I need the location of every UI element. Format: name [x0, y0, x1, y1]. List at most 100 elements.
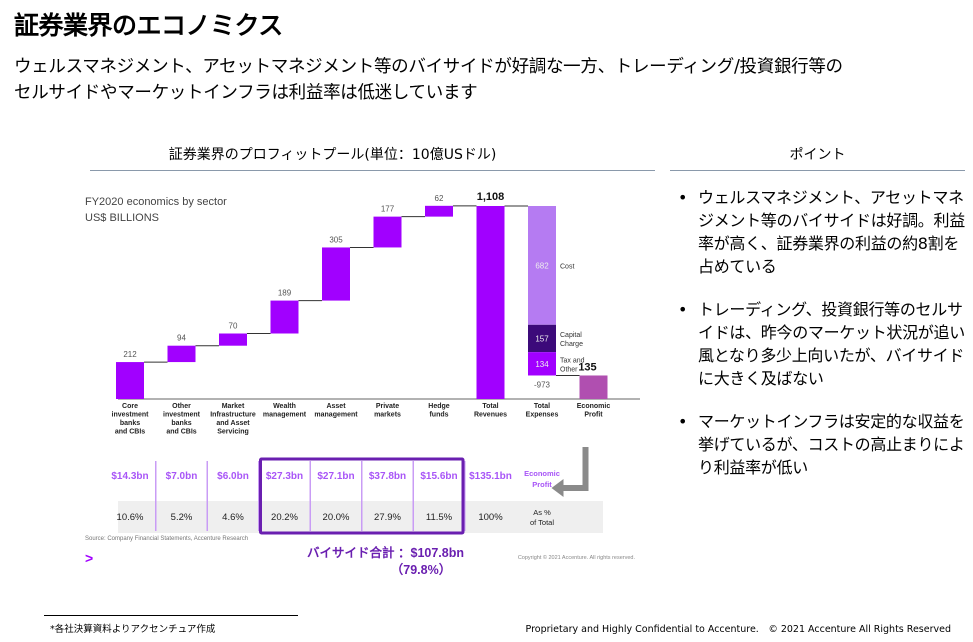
- expense-segment-name: Other: [560, 366, 578, 373]
- revenue-bar-label: 94: [177, 334, 186, 343]
- chart-source: Source: Company Financial Statements, Ac…: [85, 536, 248, 542]
- category-label: Private: [376, 403, 399, 410]
- revenue-bar: [322, 247, 350, 301]
- expense-segment-name: Tax and: [560, 357, 585, 364]
- total-revenues-label: 1,108: [477, 191, 505, 203]
- expense-bar-segment: [528, 324, 556, 353]
- expense-segment-value: 682: [535, 261, 549, 270]
- points-heading-divider: [670, 170, 965, 171]
- revenue-bar-label: 70: [229, 322, 238, 331]
- category-label: Hedge: [428, 403, 450, 410]
- category-label: Total: [534, 403, 550, 410]
- point-text: トレーディング、投資銀行等のセルサイドは、昨今のマーケット状況が追い風となり多少…: [698, 300, 965, 388]
- points-list: • ウェルスマネジメント、アセットマネジメント等のバイサイドは好調。利益率が高く、…: [678, 186, 968, 499]
- expense-segment-value: 157: [535, 334, 549, 343]
- point-item: • ウェルスマネジメント、アセットマネジメント等のバイサイドは好調。利益率が高く、…: [678, 186, 968, 278]
- revenue-bar: [270, 300, 299, 334]
- category-label: Wealth: [273, 403, 296, 410]
- category-label: and Asset: [216, 420, 250, 427]
- buy-side-highlight-box: [259, 457, 465, 535]
- sector-share-of-total: 100%: [478, 512, 503, 523]
- sector-economic-profit: $15.6bn: [420, 471, 457, 482]
- profit-pool-waterfall-chart: FY2020 economics by sector US$ BILLIONS 21…: [85, 191, 640, 577]
- revenue-bar: [219, 333, 247, 346]
- point-item: • トレーディング、投資銀行等のセルサイドは、昨今のマーケット状況が追い風となり多…: [678, 298, 968, 390]
- chart-heading: 証券業界のプロフィットプール(単位：10億USドル): [168, 147, 497, 163]
- economic-profit-row-label: Profit: [532, 480, 552, 489]
- sector-share-of-total: 10.6%: [117, 512, 144, 523]
- footnote-divider: [44, 615, 298, 616]
- category-label: management: [314, 412, 358, 419]
- chart-inner-copyright: Copyright © 2021 Accenture. All rights r…: [518, 554, 636, 561]
- subtitle-line-2: セルサイドやマーケットインフラは利益率は低迷しています: [14, 83, 478, 103]
- category-label: Total: [482, 403, 498, 410]
- economic-profit-label: 135: [578, 361, 596, 373]
- sector-economic-profit: $27.1bn: [317, 471, 354, 482]
- economic-profit-bar: [579, 375, 608, 399]
- bullet-icon: •: [678, 188, 688, 207]
- sector-economic-profit: $7.0bn: [166, 471, 198, 482]
- category-label: Other: [172, 403, 191, 410]
- category-label: and CBIs: [166, 429, 196, 436]
- category-label: Profit: [584, 412, 603, 419]
- expense-segment-name: Cost: [560, 263, 574, 270]
- category-label: Market: [222, 403, 245, 410]
- copyright-notice: Proprietary and Highly Confidential to A…: [525, 624, 951, 635]
- revenue-bar-label: 212: [123, 350, 137, 359]
- sector-share-of-total: 27.9%: [374, 512, 401, 523]
- category-label: Servicing: [217, 429, 249, 436]
- category-label: and CBIs: [115, 429, 145, 436]
- sector-economic-profit: $135.1bn: [469, 471, 512, 482]
- page-subtitle: ウェルスマネジメント、アセットマネジメント等のバイサイドが好調な一方、トレーディ…: [14, 54, 843, 106]
- category-label: Economic: [577, 403, 611, 410]
- chart-title: FY2020 economics by sector: [85, 196, 227, 208]
- category-label: banks: [171, 420, 191, 427]
- category-label: management: [263, 412, 307, 419]
- point-text: ウェルスマネジメント、アセットマネジメント等のバイサイドは好調。利益率が高く、証…: [698, 188, 965, 276]
- category-label: investment: [112, 412, 150, 419]
- point-text: マーケットインフラは安定的な収益を挙げているが、コストの高止まりにより利益率が低…: [698, 412, 965, 477]
- point-item: • マーケットインフラは安定的な収益を挙げているが、コストの高止まりにより利益率が…: [678, 410, 968, 479]
- category-label: Expenses: [526, 412, 559, 419]
- revenue-bar: [425, 205, 453, 217]
- share-row-label: As %: [533, 508, 551, 517]
- footnote: *各社決算資料よりアクセンチュア作成: [50, 624, 216, 635]
- category-label: Revenues: [474, 412, 507, 419]
- sector-share-of-total: 20.0%: [323, 512, 350, 523]
- total-revenues-bar: [476, 206, 505, 399]
- points-heading: ポイント: [789, 147, 846, 163]
- expense-segment-value: 134: [535, 360, 549, 369]
- revenue-bar: [116, 362, 144, 399]
- arrow-head-icon: [551, 479, 564, 497]
- expense-bar-segment: [528, 352, 556, 376]
- category-label: Infrastructure: [210, 412, 256, 419]
- category-label: banks: [120, 420, 140, 427]
- accenture-logo-icon: >: [85, 550, 93, 566]
- sector-economic-profit: $6.0bn: [217, 471, 249, 482]
- sector-share-of-total: 11.5%: [426, 512, 453, 523]
- sector-share-of-total: 5.2%: [171, 512, 193, 523]
- expense-bar-segment: [528, 206, 556, 325]
- chart-heading-divider: [90, 170, 655, 171]
- total-expenses-label: -973: [534, 380, 551, 389]
- expense-segment-name: Charge: [560, 341, 583, 348]
- revenue-bar: [373, 216, 402, 248]
- sector-economic-profit: $27.3bn: [266, 471, 303, 482]
- buy-side-share-label: （79.8%）: [391, 562, 451, 577]
- category-label: markets: [374, 412, 401, 419]
- revenue-bar-label: 62: [435, 194, 444, 203]
- page-title: 証券業界のエコノミクス: [14, 11, 283, 40]
- sector-economic-profit: $37.8bn: [369, 471, 406, 482]
- sector-share-of-total: 20.2%: [271, 512, 298, 523]
- sector-share-of-total: 4.6%: [222, 512, 244, 523]
- arrow-icon: [563, 447, 589, 491]
- revenue-bar: [167, 345, 196, 363]
- bullet-icon: •: [678, 300, 688, 319]
- category-label: funds: [429, 412, 448, 419]
- revenue-bar-label: 177: [381, 205, 395, 214]
- share-row-label: of Total: [530, 518, 554, 527]
- subtitle-line-1: ウェルスマネジメント、アセットマネジメント等のバイサイドが好調な一方、トレーディ…: [14, 57, 843, 77]
- revenue-bar-label: 305: [329, 235, 343, 244]
- category-label: investment: [163, 412, 201, 419]
- share-row-background: [118, 501, 603, 533]
